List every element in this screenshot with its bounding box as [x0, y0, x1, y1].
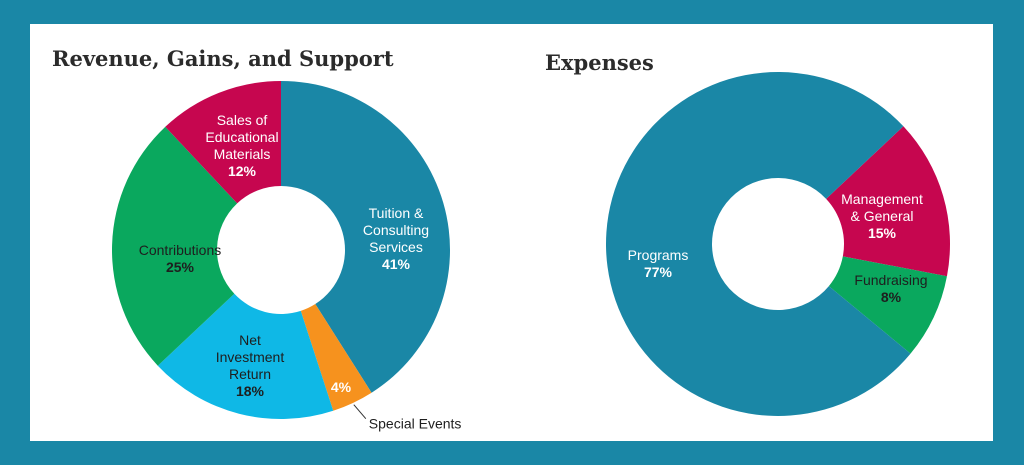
special-events-callout-label: Special Events: [369, 416, 462, 432]
net-investment-return-label: Investment: [216, 349, 285, 365]
special-events-slice: [300, 304, 372, 411]
net-investment-return-label: Return: [229, 366, 271, 382]
management-and-general-label: & General: [850, 208, 913, 224]
management-and-general-value-label: 15%: [868, 225, 897, 241]
charts-panel: Revenue, Gains, and Support Expenses Tui…: [30, 24, 993, 441]
net-investment-return-slice: [157, 293, 334, 419]
programs-label: Programs: [628, 247, 689, 263]
special-events-callout-line: [353, 404, 367, 420]
fundraising-label: Fundraising: [854, 272, 927, 288]
sales-of-educational-materials-label: Educational: [205, 129, 278, 145]
net-investment-return-label: Net: [239, 332, 261, 348]
contributions-value-label: 25%: [166, 259, 195, 275]
sales-of-educational-materials-slice: [165, 81, 281, 204]
programs-slice: [606, 71, 911, 416]
contributions-label: Contributions: [139, 242, 222, 258]
fundraising-slice: [828, 256, 947, 354]
tuition-and-consulting-services-slice: [281, 81, 450, 393]
tuition-and-consulting-services-label: Services: [369, 239, 423, 255]
programs-value-label: 77%: [644, 264, 673, 280]
management-and-general-label: Management: [841, 191, 923, 207]
special-events-value-label: 4%: [331, 379, 352, 395]
net-investment-return-value-label: 18%: [236, 383, 265, 399]
management-and-general-slice: [826, 126, 951, 277]
tuition-and-consulting-services-label: Tuition &: [369, 205, 424, 221]
contributions-slice: [112, 126, 238, 366]
expenses-chart-title: Expenses: [545, 50, 654, 75]
sales-of-educational-materials-label: Materials: [214, 146, 271, 162]
revenue-chart-title: Revenue, Gains, and Support: [52, 46, 394, 71]
tuition-and-consulting-services-value-label: 41%: [382, 256, 411, 272]
sales-of-educational-materials-value-label: 12%: [228, 163, 257, 179]
tuition-and-consulting-services-label: Consulting: [363, 222, 429, 238]
sales-of-educational-materials-label: Sales of: [217, 112, 268, 128]
fundraising-value-label: 8%: [881, 289, 902, 305]
